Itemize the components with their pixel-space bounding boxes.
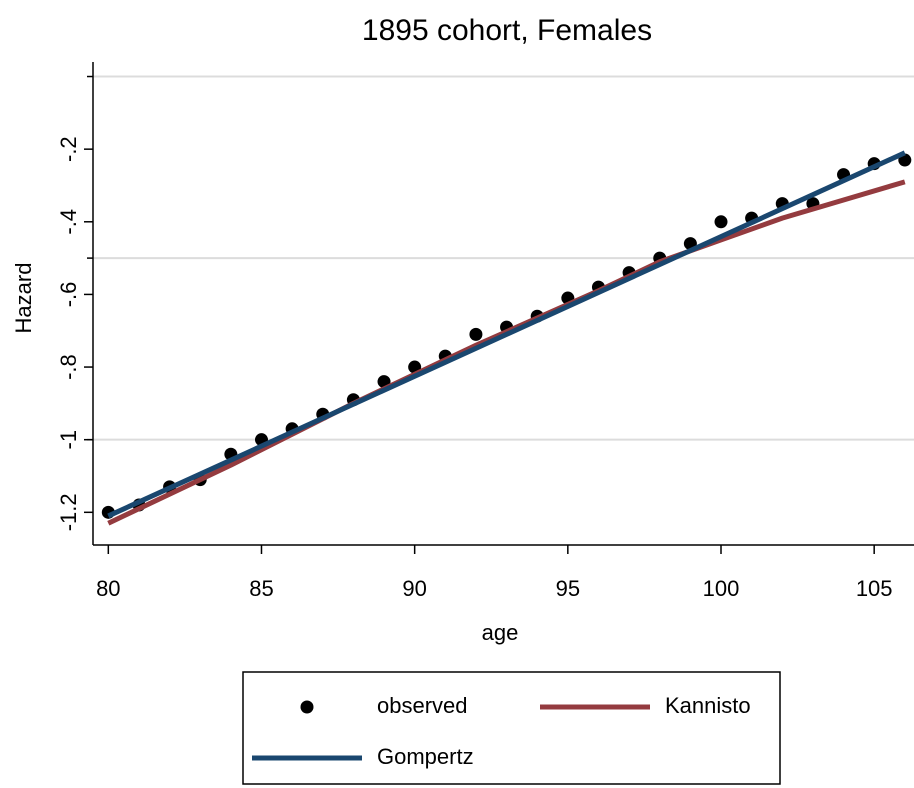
x-tick-label: 85: [249, 576, 273, 601]
x-tick-label: 100: [703, 576, 740, 601]
y-tick-label: -1.2: [56, 493, 81, 531]
x-tick-label: 90: [402, 576, 426, 601]
series-line: [107, 179, 906, 526]
x-tick-label: 105: [856, 576, 893, 601]
x-tick-label: 80: [96, 576, 120, 601]
data-point: [469, 327, 483, 341]
legend-box: [242, 671, 781, 785]
y-tick-label: -.8: [56, 354, 81, 380]
legend-label: Gompertz: [377, 744, 474, 769]
legend-label: Kannisto: [665, 693, 751, 718]
y-tick-label: -1: [56, 430, 81, 450]
y-axis-label: Hazard: [11, 263, 36, 334]
x-axis-label: age: [482, 620, 519, 645]
legend-label: observed: [377, 693, 468, 718]
y-tick-label: -.6: [56, 282, 81, 308]
y-tick-label: -.4: [56, 209, 81, 235]
data-point: [714, 215, 728, 229]
series-line: [107, 150, 906, 519]
legend-marker: [300, 700, 314, 714]
x-tick-label: 95: [556, 576, 580, 601]
y-tick-label: -.2: [56, 136, 81, 162]
chart-title: 1895 cohort, Females: [362, 14, 652, 47]
